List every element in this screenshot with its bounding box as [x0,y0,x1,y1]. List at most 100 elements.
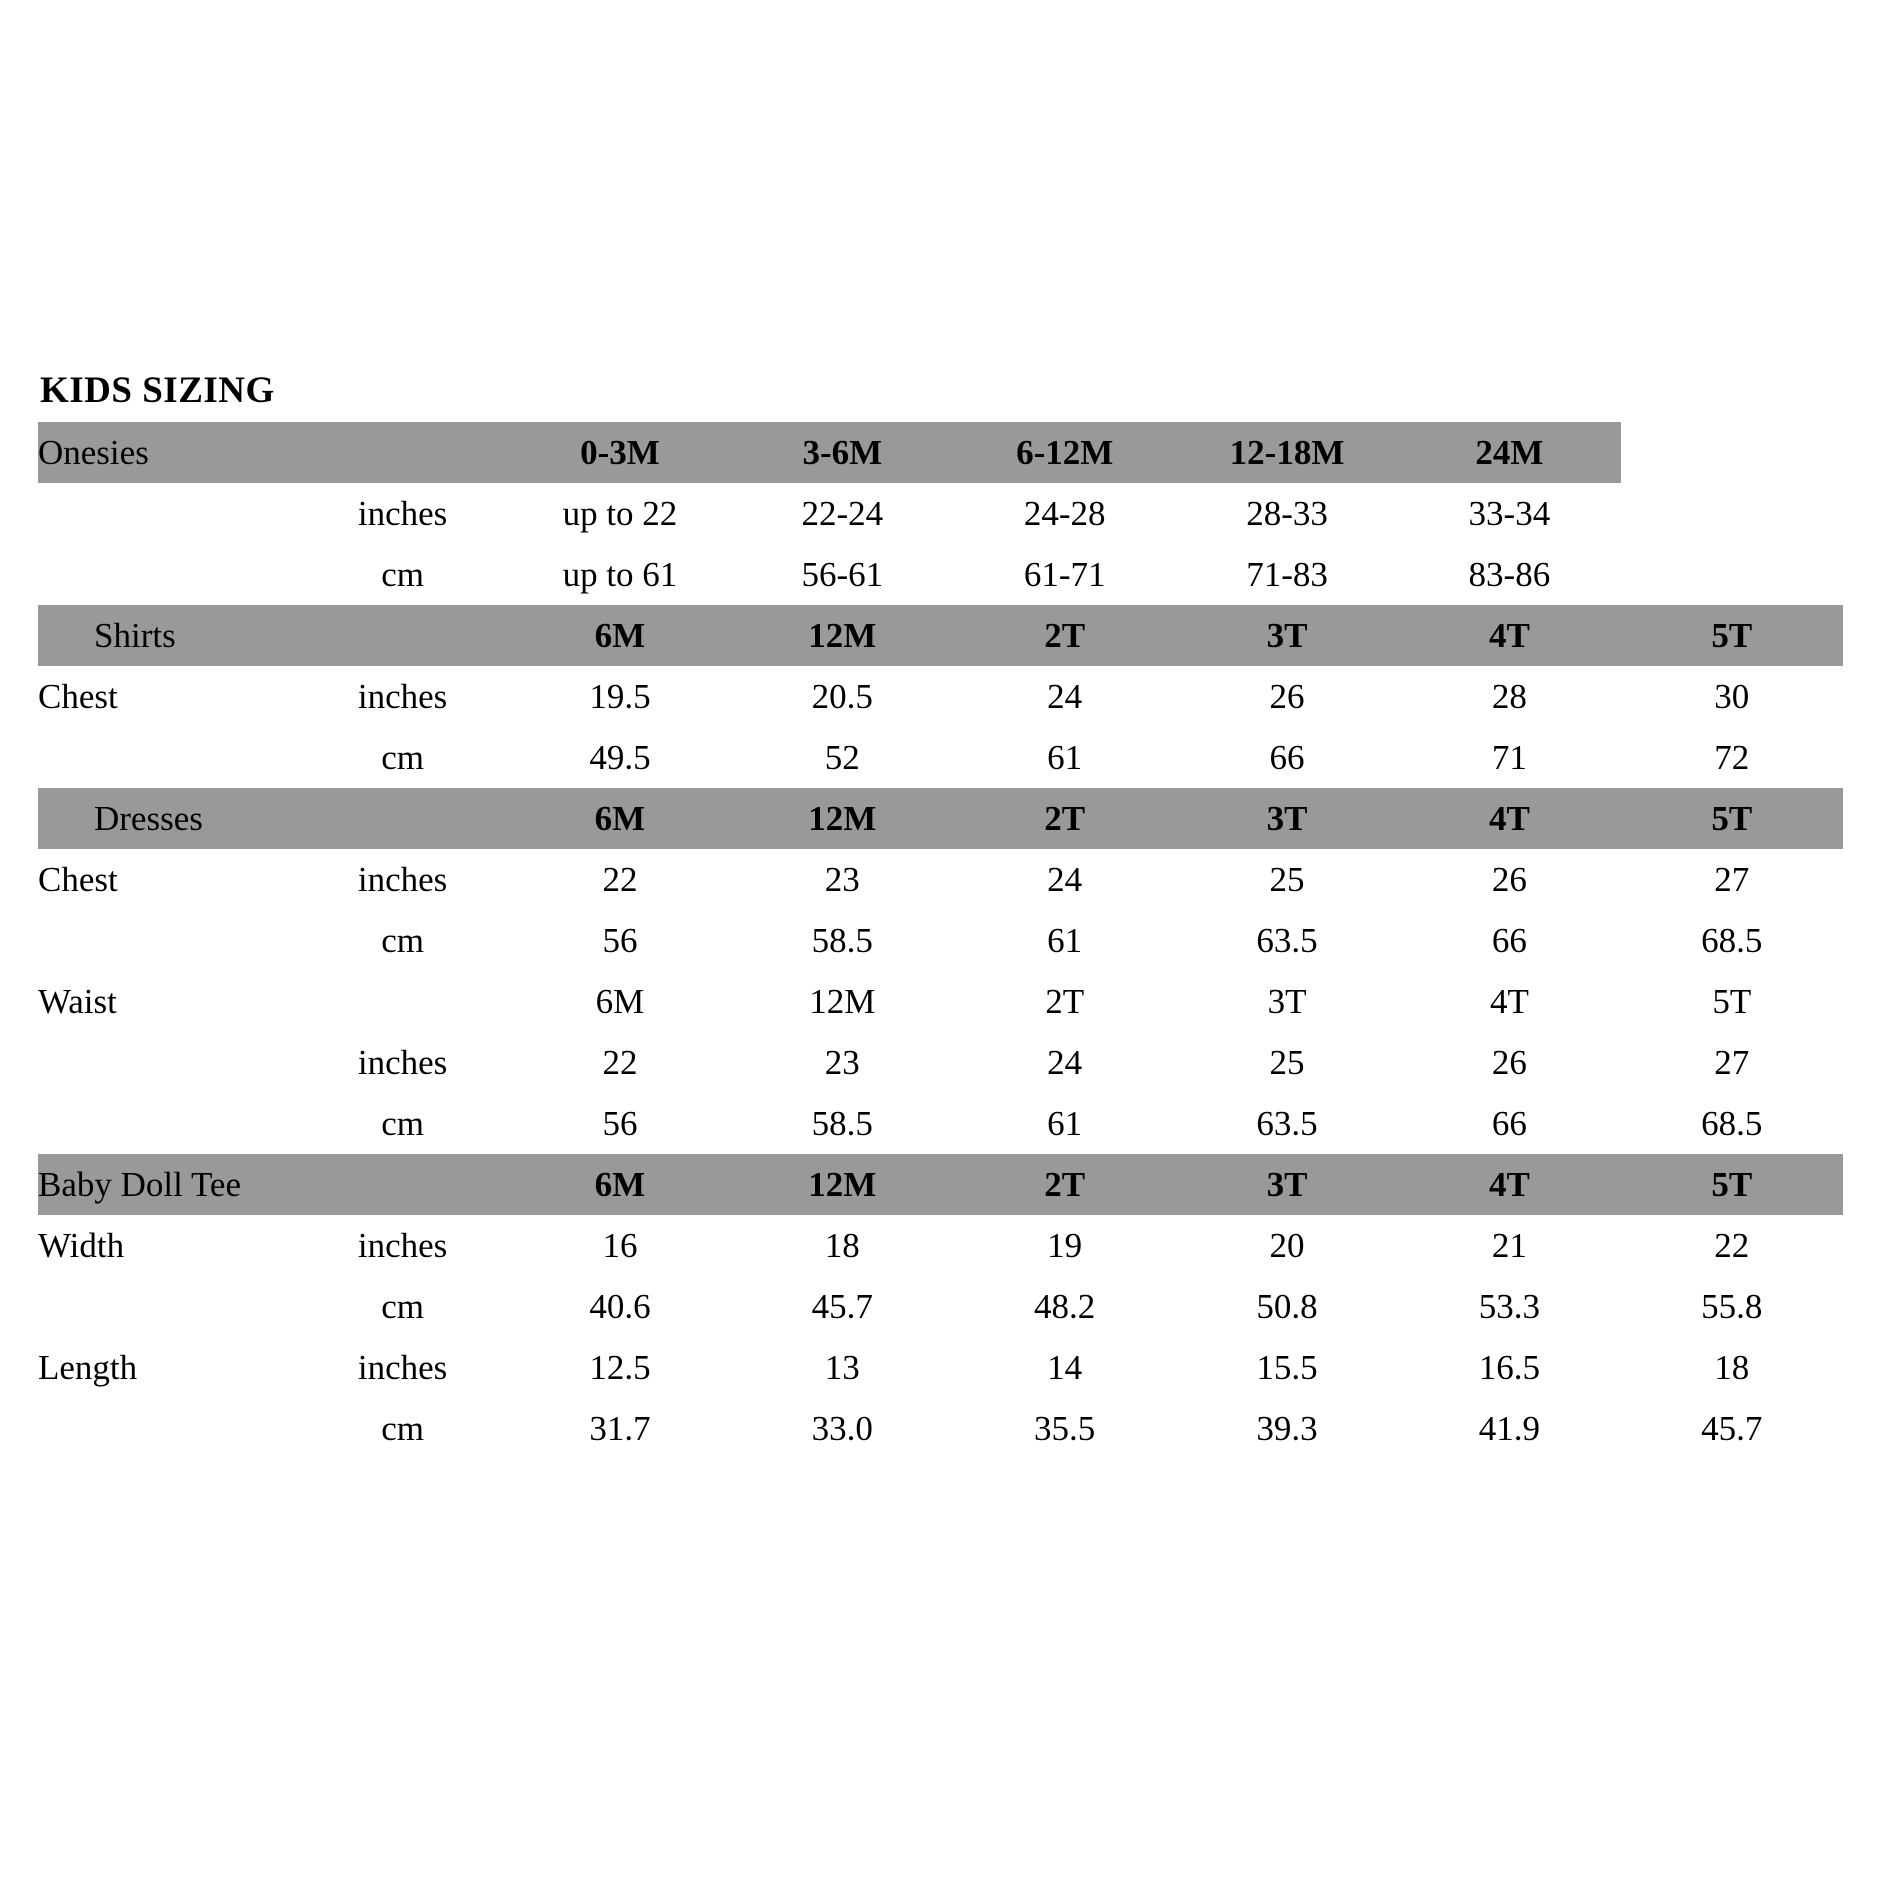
table-row: cm 56 58.5 61 63.5 66 68.5 [38,910,1843,971]
table-row: inches 22 23 24 25 26 27 [38,1032,1843,1093]
cell-value: 18 [1714,1348,1750,1387]
cell-value: 12M [809,982,876,1021]
cell-value: 23 [824,860,860,899]
table-row: inches up to 22 22-24 24-28 28-33 33-34 [38,483,1843,544]
row-label: Chest [38,860,118,899]
cell-value: 26 [1491,1043,1527,1082]
cell-value: 13 [824,1348,860,1387]
cell-value: 52 [824,738,860,777]
size-header-dresses-4t: 4T [1398,788,1621,849]
size-header-onesies-24m: 24M [1398,422,1621,483]
cell-value: 24 [1047,860,1083,899]
section-name-dresses: Dresses [38,788,297,849]
size-header-shirts-3t: 3T [1175,605,1399,666]
cell-value: 25 [1269,860,1305,899]
section-name-shirts: Shirts [38,605,297,666]
cell-value: 2T [1045,982,1085,1021]
cell-value: 58.5 [811,1104,873,1143]
row-unit: inches [357,494,448,533]
size-header-shirts-4t: 4T [1398,605,1621,666]
row-label [38,1032,296,1093]
cell-value: 19.5 [589,677,651,716]
cell-value: 33-34 [1468,494,1551,533]
cell-value: 24 [1047,677,1083,716]
row-label [38,910,296,971]
table-body: Onesies 0-3M 3-6M 6-12M 12-18M 24M inches up to… [38,422,1843,1459]
row-label [38,483,296,544]
row-label [38,727,296,788]
cell-value: 61 [1047,738,1083,777]
cell-value: 61 [1047,1104,1083,1143]
cell-value: 26 [1269,677,1305,716]
section-header-dresses: Dresses 6M 12M 2T 3T 4T 5T [38,788,1843,849]
cell-value: 27 [1714,860,1750,899]
cell-value: 16.5 [1478,1348,1540,1387]
cell-value: 27 [1714,1043,1750,1082]
row-label: Waist [38,982,117,1021]
cell-value: 61-71 [1023,555,1106,594]
section-header-spacer [296,422,509,483]
cell-value: 21 [1491,1226,1527,1265]
cell-value: 18 [824,1226,860,1265]
size-header-onesies-3-6m: 3-6M [731,422,954,483]
cell-value: up to 61 [562,555,678,594]
size-header-dresses-6m: 6M [508,788,732,849]
size-header-dresses-12m: 12M [731,788,954,849]
cell-value: 24-28 [1023,494,1106,533]
cell-value: 68.5 [1701,921,1763,960]
section-header-spacer [296,1154,509,1215]
table-row: cm 31.7 33.0 35.5 39.3 41.9 45.7 [38,1398,1843,1459]
row-label [38,1093,296,1154]
cell-value: 83-86 [1468,555,1551,594]
row-unit: inches [357,860,448,899]
row-label [38,1398,296,1459]
row-label: Chest [38,677,118,716]
size-header-shirts-12m: 12M [731,605,954,666]
table-row: cm up to 61 56-61 61-71 71-83 83-86 [38,544,1843,605]
cell-value: 66 [1491,921,1527,960]
table-row: Chest inches 22 23 24 25 26 27 [38,849,1843,910]
cell-value: 22 [602,860,638,899]
size-header-dresses-5t: 5T [1620,788,1843,849]
cell-value: 35.5 [1034,1409,1096,1448]
section-header-trailing-gap [1620,422,1843,483]
cell-value: 5T [1712,982,1752,1021]
size-header-onesies-0-3m: 0-3M [508,422,732,483]
row-unit: inches [357,1043,448,1082]
cell-value: 20 [1269,1226,1305,1265]
row-unit: cm [381,738,424,777]
cell-value: 63.5 [1256,921,1318,960]
size-header-baby-doll-tee-3t: 3T [1175,1154,1399,1215]
cell-value: 66 [1269,738,1305,777]
cell-value: 66 [1491,1104,1527,1143]
size-header-baby-doll-tee-2t: 2T [953,1154,1176,1215]
cell-value: 24 [1047,1043,1083,1082]
cell-value: 25 [1269,1043,1305,1082]
cell-value: 28 [1491,677,1527,716]
cell-value: 40.6 [589,1287,651,1326]
size-header-baby-doll-tee-4t: 4T [1398,1154,1621,1215]
row-unit: inches [357,1226,448,1265]
size-header-baby-doll-tee-6m: 6M [508,1154,732,1215]
cell-value: 28-33 [1246,494,1328,533]
table-row: cm 40.6 45.7 48.2 50.8 53.3 55.8 [38,1276,1843,1337]
cell-value: 53.3 [1478,1287,1540,1326]
cell-value: 49.5 [589,738,651,777]
cell-value: 56-61 [801,555,884,594]
table-row: Waist 6M 12M 2T 3T 4T 5T [38,971,1843,1032]
size-header-shirts-2t: 2T [953,605,1176,666]
cell-value: 12.5 [589,1348,651,1387]
section-header-baby-doll-tee: Baby Doll Tee 6M 12M 2T 3T 4T 5T [38,1154,1843,1215]
cell-value: 22 [1714,1226,1750,1265]
size-header-shirts-6m: 6M [508,605,732,666]
size-header-dresses-2t: 2T [953,788,1176,849]
cell-empty [1620,483,1843,544]
cell-value: 39.3 [1256,1409,1318,1448]
row-unit: cm [381,921,424,960]
cell-value: 4T [1489,982,1529,1021]
cell-value: up to 22 [562,494,678,533]
cell-value: 22-24 [801,494,884,533]
row-label: Length [38,1348,138,1387]
cell-value: 72 [1714,738,1750,777]
cell-value: 31.7 [589,1409,651,1448]
